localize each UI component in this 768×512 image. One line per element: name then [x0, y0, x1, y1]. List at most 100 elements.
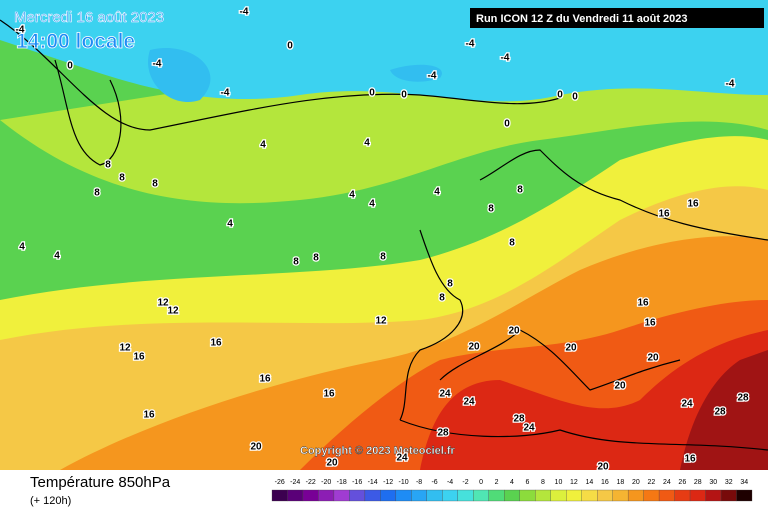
- contour-label: 16: [210, 338, 222, 349]
- legend-label: 10: [555, 479, 563, 486]
- coastlines: [0, 19, 768, 451]
- legend-label: 6: [526, 479, 530, 486]
- legend-label: 0: [479, 479, 483, 486]
- contour-label: 20: [614, 381, 626, 392]
- contour-label: 0: [287, 41, 293, 52]
- legend-label: -14: [368, 479, 378, 486]
- contour-label: 24: [463, 397, 475, 408]
- contour-label: -4: [153, 59, 162, 70]
- legend-swatch: [488, 489, 505, 502]
- contour-label: 8: [380, 252, 386, 263]
- legend-swatch: [426, 489, 443, 502]
- legend-label: -24: [290, 479, 300, 486]
- contour-label: 16: [644, 318, 656, 329]
- contour-label: 8: [105, 160, 111, 171]
- contour-label: -4: [466, 39, 475, 50]
- contour-label: 0: [369, 88, 375, 99]
- contour-label: 20: [508, 326, 520, 337]
- contour-label: 4: [349, 190, 355, 201]
- contour-label: 4: [227, 219, 233, 230]
- contour-label: 8: [119, 173, 125, 184]
- contour-label: 0: [67, 61, 73, 72]
- contour-label: 0: [504, 119, 510, 130]
- legend-swatch: [504, 489, 520, 502]
- contour-label: 20: [326, 458, 338, 469]
- contour-label: 28: [737, 393, 749, 404]
- legend-label: -4: [447, 479, 453, 486]
- contour-label: 20: [647, 353, 659, 364]
- legend-swatch: [658, 489, 675, 502]
- legend-swatch: [333, 489, 350, 502]
- contour-label: -4: [501, 53, 510, 64]
- field-red: [420, 330, 768, 470]
- contour-label: 8: [152, 179, 158, 190]
- contour-label: 4: [364, 138, 370, 149]
- contour-label: 20: [468, 342, 480, 353]
- legend-label: 20: [632, 479, 640, 486]
- legend-label: 24: [663, 479, 671, 486]
- legend-label: -16: [352, 479, 362, 486]
- contour-label: 8: [313, 253, 319, 264]
- contour-label: 16: [323, 389, 335, 400]
- legend-swatch: [318, 489, 335, 502]
- legend-label: -2: [462, 479, 468, 486]
- contour-label: 0: [401, 90, 407, 101]
- legend-swatch: [287, 489, 304, 502]
- contour-label: -4: [726, 79, 735, 90]
- legend-label: -10: [399, 479, 409, 486]
- contour-label: 4: [260, 140, 266, 151]
- contour-label: 8: [517, 185, 523, 196]
- legend-swatch: [627, 489, 644, 502]
- contour-label: 12: [375, 316, 387, 327]
- contour-label: 20: [250, 442, 262, 453]
- contour-label: 20: [597, 462, 609, 473]
- contour-label: 20: [565, 343, 577, 354]
- contour-label: 28: [437, 428, 449, 439]
- legend-label: -22: [306, 479, 316, 486]
- legend-swatch: [364, 489, 381, 502]
- contour-label: 12: [167, 306, 179, 317]
- legend-swatch: [271, 489, 288, 502]
- field-cool: [148, 48, 442, 102]
- legend-label: 18: [616, 479, 624, 486]
- contour-label: 16: [687, 199, 699, 210]
- contour-label: 24: [396, 453, 408, 464]
- legend-swatch: [597, 489, 613, 502]
- legend-label: -26: [275, 479, 285, 486]
- map-date: Mercredi 16 août 2023: [14, 9, 164, 26]
- footer-lead: (+ 120h): [30, 495, 71, 507]
- contour-label: -4: [428, 71, 437, 82]
- legend-label: 30: [709, 479, 717, 486]
- contour-label: 16: [259, 374, 271, 385]
- legend-label: -8: [416, 479, 422, 486]
- contour-label: 4: [19, 242, 25, 253]
- legend-label: 4: [510, 479, 514, 486]
- contour-label: 0: [572, 92, 578, 103]
- legend-swatch: [705, 489, 722, 502]
- contour-label: -4: [221, 88, 230, 99]
- legend-label: 8: [541, 479, 545, 486]
- legend-swatch: [380, 489, 397, 502]
- contour-label: 16: [684, 454, 696, 465]
- contour-label: 28: [714, 407, 726, 418]
- contour-label: 0: [557, 90, 563, 101]
- footer-title: Température 850hPa: [30, 474, 171, 491]
- legend-swatch: [411, 489, 427, 502]
- field-dark-red: [680, 350, 768, 470]
- legend-swatch: [720, 489, 737, 502]
- contour-label: 8: [293, 257, 299, 268]
- contour-label: 28: [513, 414, 525, 425]
- contour-label: 16: [143, 410, 155, 421]
- legend-label: 22: [647, 479, 655, 486]
- contour-label: 8: [488, 204, 494, 215]
- run-info: Run ICON 12 Z du Vendredi 11 août 2023: [476, 13, 688, 25]
- legend-label: -18: [337, 479, 347, 486]
- legend-swatch: [442, 489, 458, 502]
- contour-label: 24: [681, 399, 693, 410]
- legend-swatch: [581, 489, 598, 502]
- legend-label: 26: [678, 479, 686, 486]
- contour-label: 4: [434, 187, 440, 198]
- legend-swatch: [643, 489, 660, 502]
- legend-label: -20: [321, 479, 331, 486]
- legend-swatch: [674, 489, 691, 502]
